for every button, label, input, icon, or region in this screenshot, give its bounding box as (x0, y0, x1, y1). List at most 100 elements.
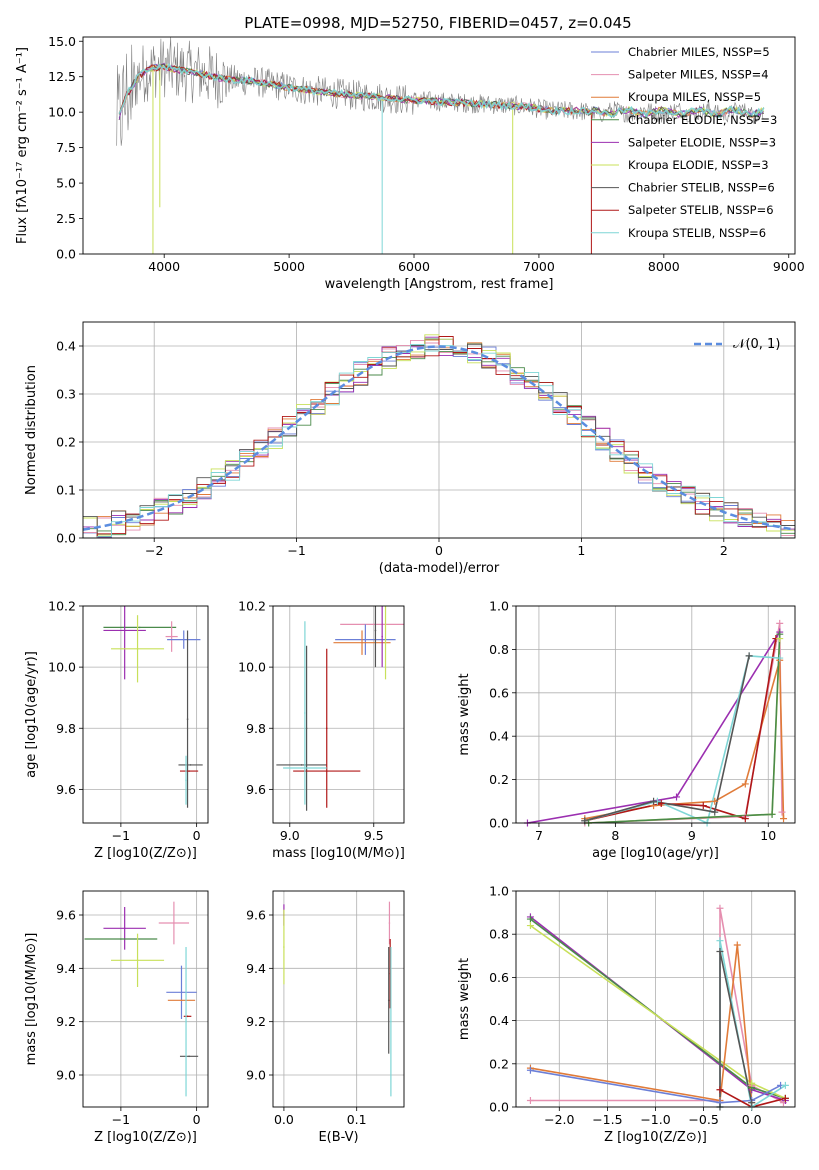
plus-marker (748, 1079, 756, 1087)
legend-entry: Kroupa ELODIE, NSSP=3 (628, 158, 769, 172)
legend-entry: Chabrier MILES, NSSP=5 (628, 45, 770, 59)
y-tick-label: 12.5 (48, 69, 76, 84)
weight-line (584, 655, 750, 822)
plus-marker (776, 630, 784, 638)
x-axis-label: (data-model)/error (379, 561, 500, 576)
weight-line (588, 638, 781, 823)
data-point (390, 1020, 392, 1023)
data-point (120, 938, 122, 940)
y-tick-label: 0.0 (489, 816, 509, 831)
plus-marker (526, 1097, 534, 1105)
data-point (188, 1055, 190, 1058)
weight_vs_age-panel: 7 8 9 10 0.0 0.2 0.4 0.6 0.8 1.0 age [log10(age/yr… (457, 599, 796, 861)
legend-entry: Salpeter ELODIE, NSSP=3 (628, 135, 776, 149)
weight-line (584, 655, 780, 823)
y-tick-label: 9.2 (246, 1014, 266, 1029)
y-tick-label: 0.6 (489, 685, 509, 700)
y-tick-label: 0.2 (56, 435, 76, 450)
x-tick-label: 0.0 (274, 1112, 294, 1127)
legend-entry: Salpeter STELIB, NSSP=6 (628, 203, 774, 217)
y-tick-label: 10.0 (238, 660, 266, 675)
y-tick-label: 9.6 (246, 782, 266, 797)
data-point (123, 629, 126, 632)
plus-marker (781, 1081, 789, 1089)
x-axis-label: Z [log10(Z/Z⊙)] (604, 1130, 707, 1145)
data-point (372, 623, 375, 626)
mass_vs_ebv-panel: 0.0 0.1 9.0 9.2 9.4 9.6 E(B-V) (246, 890, 405, 1145)
y-tick-label: 0.4 (56, 339, 76, 354)
y-tick-label: 9.6 (246, 908, 266, 923)
data-point (136, 959, 139, 962)
y-tick-label: 10.2 (48, 599, 76, 614)
plus-marker (526, 1066, 534, 1074)
plus-marker (526, 915, 534, 923)
y-tick-label: 9.6 (56, 908, 76, 923)
data-point (387, 999, 390, 1002)
data-point (381, 635, 383, 638)
data-point (325, 727, 328, 730)
x-tick-label: 0.1 (347, 1112, 367, 1127)
plus-marker (778, 808, 786, 816)
y-tick-label: 2.5 (56, 211, 76, 226)
plus-marker (716, 1086, 724, 1094)
spectrum-legend: Chabrier MILES, NSSP=5 Salpeter MILES, NS… (591, 45, 777, 240)
plus-marker (780, 815, 788, 823)
model-fit-line (118, 62, 765, 119)
weight-line (719, 1088, 786, 1107)
y-axis-label: age [log10(age/yr)] (24, 651, 39, 778)
data-point (305, 727, 308, 730)
data-point (361, 641, 363, 644)
plus-marker (748, 1099, 756, 1107)
x-axis-label: E(B-V) (318, 1130, 358, 1145)
weight-line (530, 1069, 781, 1104)
age_vs_mass-panel: 9.0 9.5 9.6 9.8 10.0 10.2 mass [log10(M/M⊙)] (238, 599, 405, 862)
axes-frame (272, 605, 405, 824)
y-axis-label: mass weight (457, 958, 472, 1040)
data-point (139, 626, 141, 629)
data-point (364, 638, 367, 641)
legend-entry: Chabrier ELODIE, NSSP=3 (628, 113, 777, 127)
x-tick-label: −2 (145, 543, 163, 558)
x-tick-label: 10 (760, 828, 776, 843)
y-axis-label: Flux [fλ10⁻¹⁷ erg cm⁻² s⁻¹ A⁻¹] (15, 47, 30, 244)
data-point (182, 638, 185, 641)
x-tick-label: 1 (577, 543, 585, 558)
normal-curve (83, 345, 795, 531)
weight-line (529, 916, 786, 1102)
y-axis-label: Normed distribution (24, 365, 39, 495)
y-tick-label: 0.0 (56, 247, 76, 262)
mass_vs_z-panel: −1 0 9.0 9.2 9.4 9.6 Z [log10(Z/Z⊙)] mass [log1… (24, 890, 209, 1145)
x-tick-label: 7000 (523, 259, 555, 274)
legend-entry: Chabrier STELIB, NSSP=6 (628, 181, 775, 195)
x-axis-label: Z [log10(Z/Z⊙)] (94, 846, 197, 861)
data-point (185, 779, 187, 782)
y-tick-label: 0.4 (489, 1013, 509, 1028)
x-tick-label: 0 (193, 828, 201, 843)
plus-marker (776, 654, 784, 662)
axes-frame (82, 36, 796, 255)
y-tick-label: 0.4 (489, 729, 509, 744)
weight_vs_z-plot-area (529, 908, 786, 1107)
x-axis-label: mass [log10(M/M⊙)] (272, 846, 405, 861)
axes-frame (82, 321, 796, 539)
data-point (304, 712, 306, 714)
weight-line (584, 623, 783, 823)
legend-entry: Kroupa MILES, NSSP=5 (628, 90, 761, 104)
data-point (186, 718, 189, 720)
y-tick-label: 0.0 (489, 1100, 509, 1115)
weight-line (584, 660, 785, 820)
weight_vs_z-panel: −2.0 −1.5 −1.0 −0.5 0.0 0.0 0.2 0.4 0.6 0.8 1.0 Z [… (457, 884, 796, 1145)
y-tick-label: 9.4 (56, 961, 76, 976)
legend-entry: Kroupa STELIB, NSSP=6 (628, 226, 766, 240)
plus-marker (733, 941, 741, 949)
x-tick-label: −1 (112, 828, 130, 843)
plus-marker (776, 619, 784, 627)
data-point (123, 927, 126, 930)
y-tick-label: 0.3 (56, 387, 76, 402)
data-point (173, 922, 175, 924)
x-tick-label: 9.5 (364, 828, 384, 843)
weight-line (529, 924, 786, 1100)
mass_vs_z-plot-area (84, 901, 199, 1097)
x-tick-label: 9.0 (280, 828, 300, 843)
data-point (180, 991, 183, 994)
